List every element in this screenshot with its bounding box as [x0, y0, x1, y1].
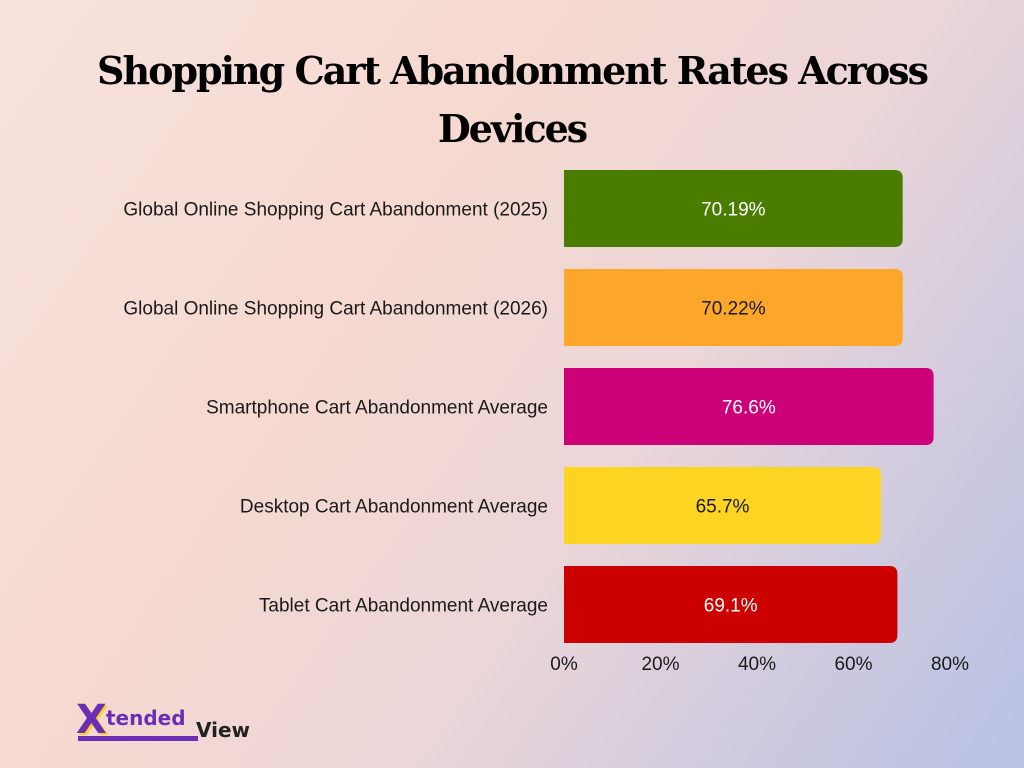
bar-value-label: 70.19%	[701, 200, 766, 221]
category-label: Smartphone Cart Abandonment Average	[206, 398, 548, 419]
bar	[564, 467, 882, 544]
x-tick-label: 60%	[834, 654, 872, 675]
bar-value-label: 65.7%	[696, 497, 750, 518]
category-label: Global Online Shopping Cart Abandonment …	[123, 200, 548, 221]
bar	[564, 170, 903, 247]
x-tick-label: 40%	[738, 654, 776, 675]
bar	[564, 368, 934, 445]
logo-view: View	[196, 718, 251, 742]
x-tick-label: 0%	[550, 654, 578, 675]
bar-value-label: 70.22%	[701, 299, 766, 320]
logo-x-mark: X	[76, 697, 107, 743]
bar-value-label: 69.1%	[704, 596, 758, 617]
bar	[564, 269, 903, 346]
logo-word: tended	[106, 706, 186, 730]
category-label: Tablet Cart Abandonment Average	[259, 596, 548, 617]
bar-chart: 70.19% Global Online Shopping Cart Abando…	[123, 170, 969, 675]
x-tick-label: 80%	[931, 654, 969, 675]
bar-value-label: 76.6%	[722, 398, 776, 419]
category-label: Global Online Shopping Cart Abandonment …	[123, 299, 548, 320]
xtendedview-logo: X tended View	[76, 700, 276, 750]
chart-title: Shopping Cart Abandonment Rates Across D…	[97, 48, 929, 151]
x-tick-label: 20%	[641, 654, 679, 675]
bar	[564, 566, 898, 643]
category-label: Desktop Cart Abandonment Average	[240, 497, 548, 518]
logo-underline	[78, 736, 198, 741]
